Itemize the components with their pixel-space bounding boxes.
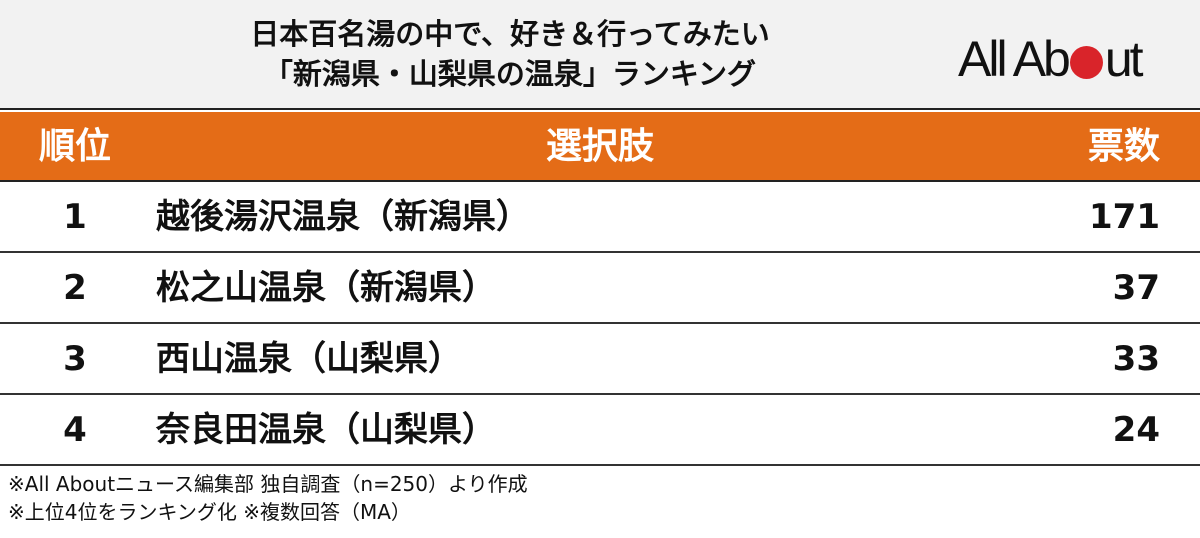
rank-cell: 4	[63, 410, 87, 450]
footnotes: ※All Aboutニュース編集部 独自調査（n=250）より作成 ※上位4位を…	[8, 470, 528, 526]
votes-cell: 33	[1112, 339, 1160, 379]
table-header: 順位 選択肢 票数	[0, 112, 1200, 182]
column-header-rank: 順位	[38, 126, 111, 167]
table-row: 2 松之山温泉（新潟県） 37	[0, 253, 1200, 324]
choice-cell: 奈良田温泉（山梨県）	[156, 410, 496, 450]
votes-cell: 171	[1089, 197, 1160, 237]
column-header-votes: 票数	[1087, 126, 1160, 167]
all-about-logo: All Ab ut	[958, 31, 1144, 87]
choice-cell: 松之山温泉（新潟県）	[156, 268, 496, 308]
logo-dot-icon	[1069, 45, 1103, 79]
choice-cell: 越後湯沢温泉（新潟県）	[156, 197, 530, 237]
rank-cell: 2	[63, 268, 87, 308]
table-row: 3 西山温泉（山梨県） 33	[0, 324, 1200, 395]
votes-cell: 37	[1112, 268, 1160, 308]
footnote: ※All Aboutニュース編集部 独自調査（n=250）より作成	[8, 472, 528, 496]
footnote: ※上位4位をランキング化 ※複数回答（MA）	[8, 500, 411, 524]
header: 日本百名湯の中で、好き＆行ってみたい 「新潟県・山梨県の温泉」ランキング All…	[0, 0, 1200, 110]
table-row: 4 奈良田温泉（山梨県） 24	[0, 395, 1200, 466]
page-title: 日本百名湯の中で、好き＆行ってみたい 「新潟県・山梨県の温泉」ランキング	[150, 14, 870, 94]
table-row: 1 越後湯沢温泉（新潟県） 171	[0, 182, 1200, 253]
title-line-2: 「新潟県・山梨県の温泉」ランキング	[263, 57, 757, 91]
votes-cell: 24	[1112, 410, 1160, 450]
title-line-1: 日本百名湯の中で、好き＆行ってみたい	[250, 17, 770, 51]
column-header-choice: 選択肢	[545, 126, 654, 167]
rank-cell: 3	[63, 339, 87, 379]
choice-cell: 西山温泉（山梨県）	[156, 339, 462, 379]
rank-cell: 1	[63, 197, 87, 237]
